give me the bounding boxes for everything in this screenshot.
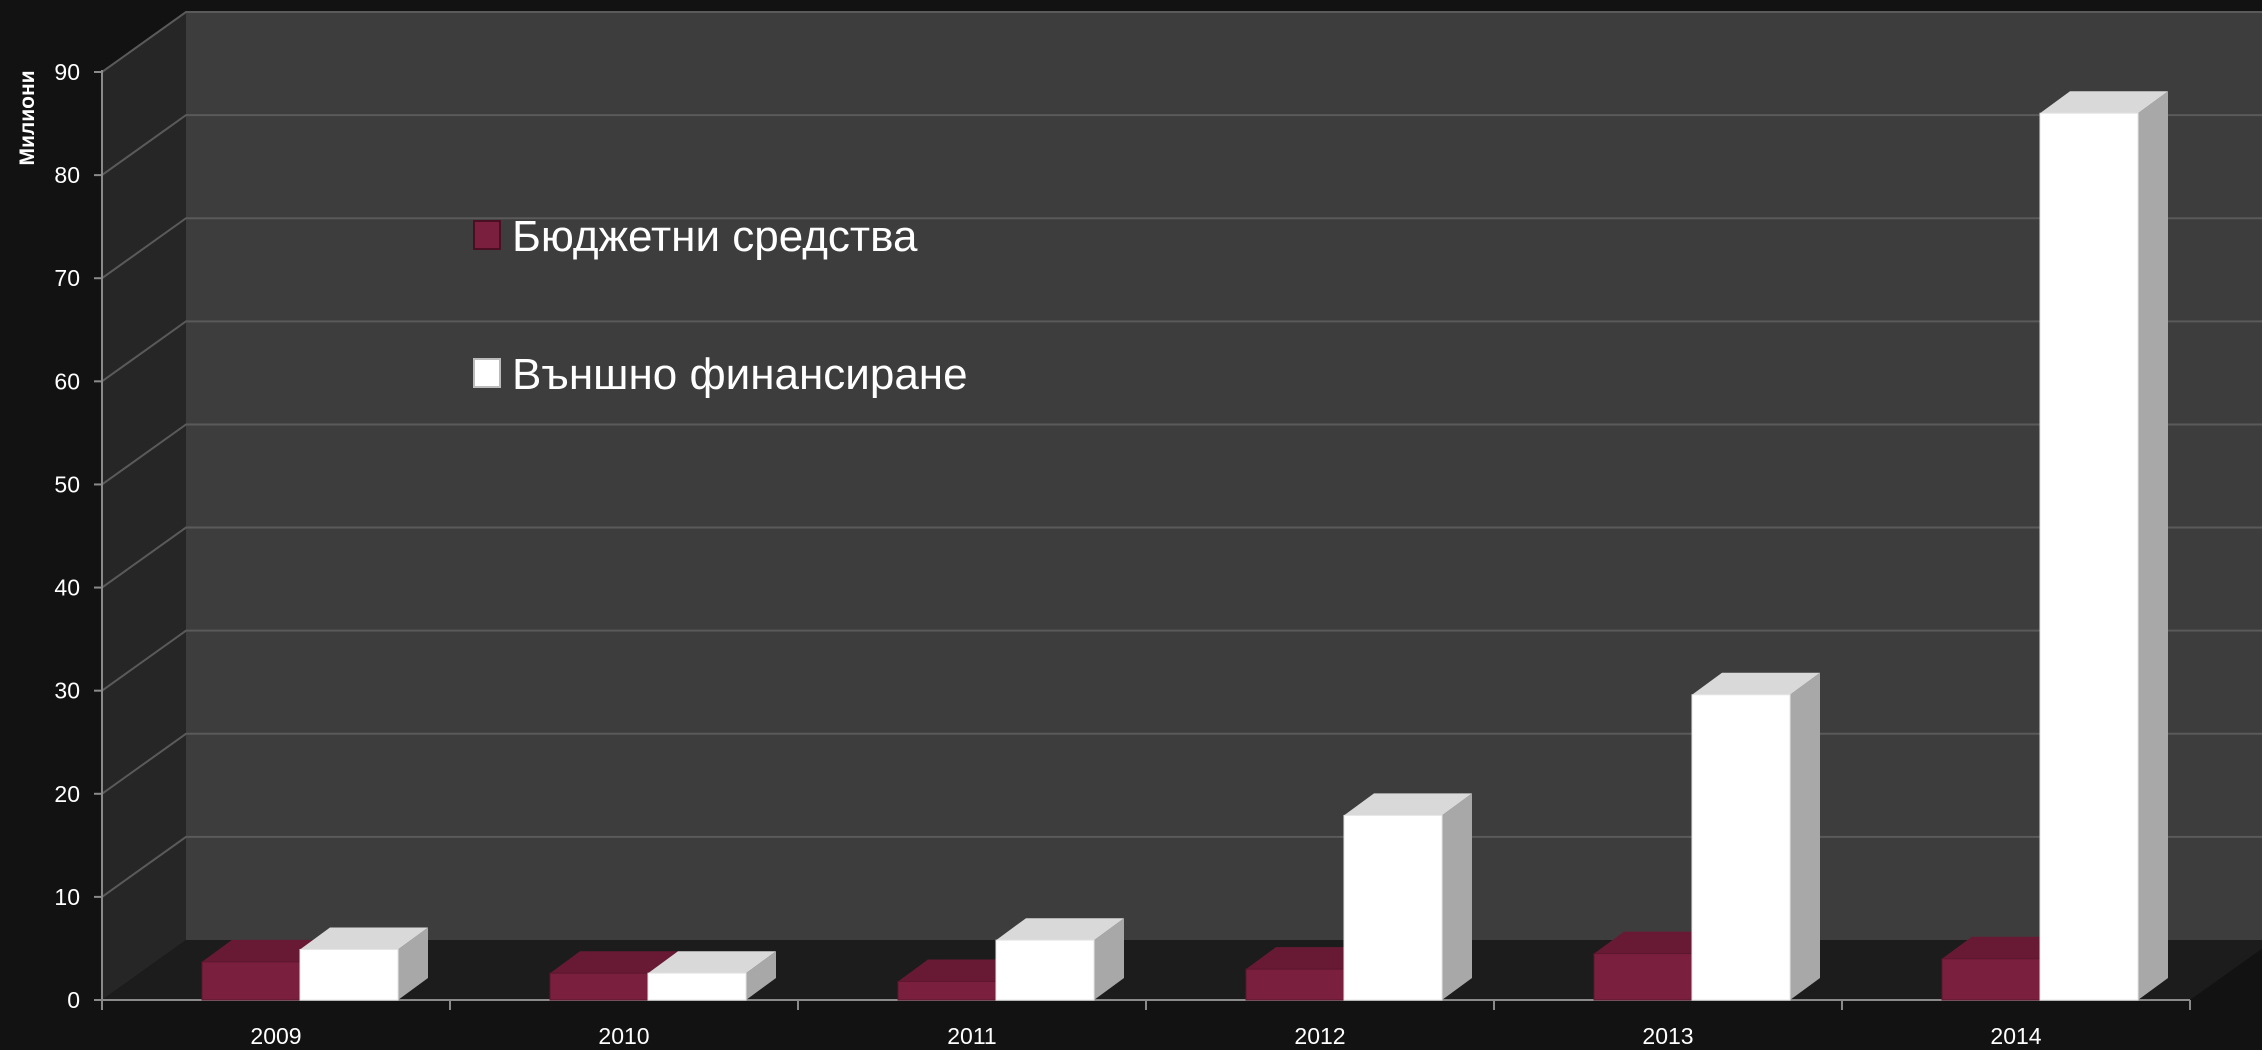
x-tick-label: 2012 — [1294, 1023, 1345, 1049]
y-tick-label: 30 — [54, 678, 80, 704]
x-tick-labels: 2009 2010 2011 2012 2013 2014 — [250, 1023, 2041, 1049]
bar-front — [1343, 814, 1443, 1001]
y-tick-label: 60 — [54, 368, 80, 394]
y-tick-label: 40 — [54, 575, 80, 601]
y-tick-label: 80 — [54, 162, 80, 188]
bar-external-2012 — [1343, 793, 1472, 1001]
legend-label: Бюджетни средства — [512, 212, 918, 261]
y-tick-label: 70 — [54, 265, 80, 291]
bar-external-2014 — [2039, 91, 2168, 1001]
back-wall — [186, 12, 2262, 940]
bar-front — [995, 939, 1095, 1001]
bar-front — [1245, 968, 1345, 1001]
bar-front — [2039, 112, 2139, 1001]
x-tick-label: 2009 — [250, 1023, 301, 1049]
bar-front — [1691, 694, 1791, 1001]
side-wall — [102, 12, 186, 1000]
bar-side — [1790, 672, 1820, 1000]
gridlines — [101, 11, 2262, 898]
bar-front — [1593, 953, 1693, 1001]
bar-front — [1941, 958, 2041, 1001]
x-tick-label: 2014 — [1990, 1023, 2041, 1049]
x-tick-label: 2011 — [947, 1023, 996, 1049]
legend-item-budget: Бюджетни средства — [473, 212, 918, 261]
legend-swatch — [473, 220, 501, 250]
bar-top — [898, 959, 1026, 982]
y-tick-labels: 0 10 20 30 40 50 60 70 80 90 — [54, 59, 80, 1013]
chart-walls — [102, 12, 2262, 1000]
y-axis-title: Милиони — [16, 70, 39, 165]
bar-top — [2040, 91, 2168, 114]
x-tick-label: 2013 — [1642, 1023, 1693, 1049]
gridline — [101, 423, 2262, 486]
bar-external-2009 — [299, 927, 428, 1001]
legend-label: Външно финансиране — [512, 350, 968, 399]
y-tick-label: 0 — [67, 987, 80, 1013]
bar-top — [550, 951, 678, 974]
bar-top — [202, 939, 330, 962]
bar-top — [1594, 931, 1722, 954]
bar-top — [300, 927, 428, 950]
bar-side — [1442, 793, 1472, 1000]
bar-side — [1094, 918, 1124, 1000]
bars — [201, 91, 2168, 1001]
bar-front — [549, 972, 649, 1001]
bar-top — [996, 918, 1124, 941]
y-tick-label: 50 — [54, 471, 80, 497]
gridline — [101, 835, 2262, 898]
bar-external-2010 — [647, 951, 776, 1001]
gridline — [101, 217, 2262, 280]
bar-front — [201, 961, 301, 1001]
bar-front — [299, 948, 399, 1001]
bar-front — [647, 972, 747, 1001]
bar-top — [1942, 936, 2070, 959]
gridline — [101, 629, 2262, 692]
axes — [94, 70, 2191, 1010]
gridline — [101, 114, 2262, 176]
bar-budget-2012 — [1245, 947, 1374, 1001]
gridline — [101, 526, 2262, 589]
y-tick-label: 10 — [54, 884, 80, 910]
gridline — [101, 11, 2262, 73]
bar-side — [2138, 91, 2168, 1000]
bar-top — [1246, 947, 1374, 970]
bar-budget-2014 — [1941, 936, 2070, 1001]
y-tick-label: 90 — [54, 59, 80, 85]
bar-top — [1344, 793, 1472, 816]
bar-side — [746, 951, 776, 1000]
gridline — [101, 732, 2262, 795]
bar-side — [398, 927, 428, 1000]
x-tick-label: 2010 — [598, 1023, 649, 1049]
legend-item-external: Външно финансиране — [473, 350, 968, 399]
y-tick-label: 20 — [54, 781, 80, 807]
bar-front — [897, 980, 997, 1001]
gridline — [101, 320, 2262, 383]
bar-external-2013 — [1691, 672, 1820, 1001]
bar-top — [1692, 672, 1820, 695]
legend-swatch — [473, 358, 501, 388]
bar-external-2011 — [995, 918, 1124, 1001]
legend: Бюджетни средства Външно финансиране — [473, 212, 968, 399]
bar-top — [648, 951, 776, 974]
